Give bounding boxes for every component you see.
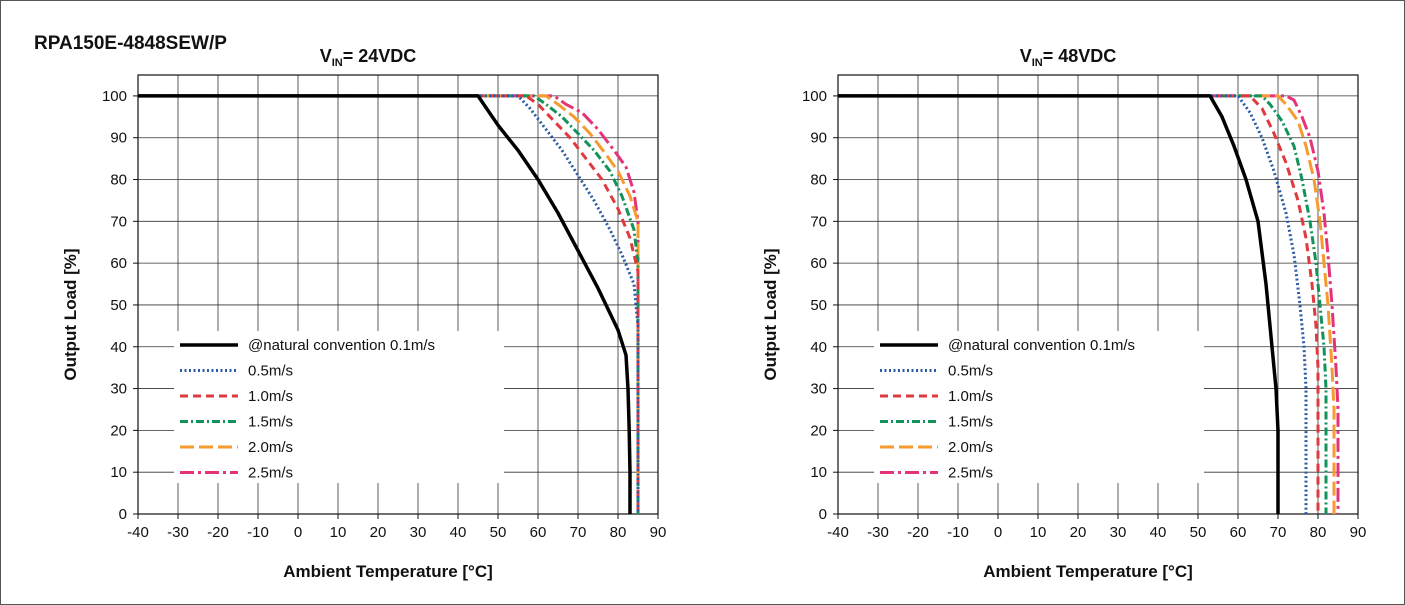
model-label: RPA150E-4848SEW/P [34,33,227,54]
x-tick-label: 30 [1110,524,1127,541]
y-tick-label: 90 [110,130,127,147]
legend-label: @natural convention 0.1m/s [948,337,1135,354]
x-tick-label: 60 [1230,524,1247,541]
y-tick-label: 60 [110,255,127,272]
x-tick-label: 80 [1310,524,1327,541]
series-line [138,94,640,514]
x-tick-label: -40 [827,524,849,541]
x-tick-label: 10 [1030,524,1047,541]
x-tick-label: 40 [1150,524,1167,541]
series-line [838,94,1336,514]
chart-title: VIN= 24VDC [320,46,417,69]
plot-border [837,74,1359,515]
x-tick-label: -20 [207,524,229,541]
y-axis-label: Output Load [%] [61,248,80,380]
y-axis-label: Output Load [%] [761,248,780,380]
x-tick-label: 70 [1270,524,1287,541]
x-tick-label: 20 [1070,524,1087,541]
x-tick-label: 50 [1190,524,1207,541]
legend-label: 1.0m/s [248,388,293,405]
y-tick-label: 80 [110,172,127,189]
x-tick-label: 90 [650,524,667,541]
y-tick-label: 0 [819,506,827,523]
series-line [138,94,640,514]
series-line [838,94,1280,514]
y-tick-label: 70 [810,213,827,230]
series-line [838,94,1320,514]
x-tick-label: 60 [530,524,547,541]
x-axis-label: Ambient Temperature [°C] [283,562,493,581]
legend-label: @natural convention 0.1m/s [248,337,435,354]
x-tick-label: 50 [490,524,507,541]
series-line [838,94,1328,514]
legend-label: 1.5m/s [248,414,293,431]
series-line [138,94,640,514]
y-tick-label: 40 [810,339,827,356]
series-line [838,94,1308,514]
x-tick-label: 0 [994,524,1002,541]
x-tick-label: 20 [370,524,387,541]
y-tick-label: 0 [119,506,127,523]
x-axis-label: Ambient Temperature [°C] [983,562,1193,581]
chart-title: VIN= 48VDC [1020,46,1117,69]
y-tick-label: 80 [810,172,827,189]
y-tick-label: 60 [810,255,827,272]
x-tick-label: -30 [867,524,889,541]
legend-label: 2.0m/s [248,439,293,456]
y-tick-label: 100 [802,88,827,105]
y-tick-label: 20 [810,422,827,439]
x-tick-label: -40 [127,524,149,541]
legend-label: 2.5m/s [248,465,293,482]
x-tick-label: 40 [450,524,467,541]
y-tick-label: 50 [810,297,827,314]
y-tick-label: 20 [110,422,127,439]
legend-box [874,331,1204,483]
y-tick-label: 10 [810,464,827,481]
x-tick-label: 80 [610,524,627,541]
x-tick-label: 90 [1350,524,1367,541]
legend-box [174,331,504,483]
y-tick-label: 40 [110,339,127,356]
y-tick-label: 70 [110,213,127,230]
legend-label: 0.5m/s [248,363,293,380]
x-tick-label: 10 [330,524,347,541]
series-group [838,94,1340,514]
series-group [138,94,640,514]
series-line [138,94,640,514]
x-tick-label: -10 [947,524,969,541]
series-line [838,94,1340,514]
legend-label: 1.5m/s [948,414,993,431]
series-line [138,94,632,514]
y-tick-label: 30 [110,381,127,398]
y-tick-label: 90 [810,130,827,147]
x-tick-label: 30 [410,524,427,541]
series-line [138,94,640,514]
legend-label: 1.0m/s [948,388,993,405]
y-tick-label: 50 [110,297,127,314]
x-tick-label: -20 [907,524,929,541]
y-tick-label: 10 [110,464,127,481]
x-tick-label: 0 [294,524,302,541]
legend-label: 2.0m/s [948,439,993,456]
x-tick-label: -10 [247,524,269,541]
y-tick-label: 30 [810,381,827,398]
x-tick-label: -30 [167,524,189,541]
plot-border [137,74,659,515]
legend-label: 0.5m/s [948,363,993,380]
y-tick-label: 100 [102,88,127,105]
legend-label: 2.5m/s [948,465,993,482]
x-tick-label: 70 [570,524,587,541]
